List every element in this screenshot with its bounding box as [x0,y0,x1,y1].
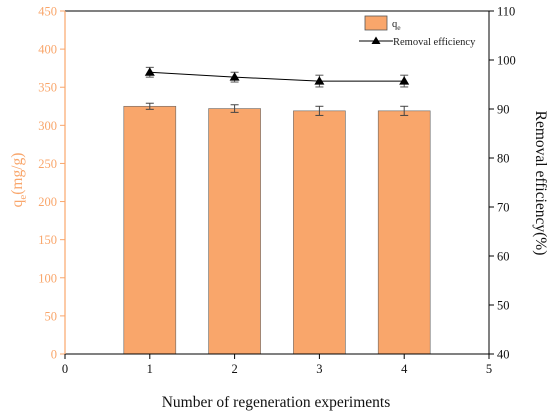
y-right-tick-label: 60 [497,250,510,264]
bars-layer [123,102,431,355]
x-axis-title: Number of regeneration experiments [162,394,391,411]
bar-1 [123,105,177,355]
bar-3 [293,110,346,355]
ticks-layer: 0501001502002503003504004504050607080901… [38,5,516,377]
x-tick-label: 3 [316,362,322,376]
efficiency-line [149,71,405,82]
y-left-tick-label: 300 [38,119,57,133]
y-right-tick-label: 100 [497,54,516,68]
legend-line-label: Removal efficiency [393,37,476,48]
line-layer [144,66,410,88]
bar-error-1 [145,102,154,110]
legend-line-marker [371,36,381,44]
x-tick-label: 2 [231,362,237,376]
y-left-tick-label: 400 [38,43,57,57]
legend-bar-label: qe [392,19,401,32]
axes-layer [64,10,490,355]
y-axis-right-title: Removal efficiency(%) [532,111,549,256]
bar-4 [377,110,431,355]
y-left-tick-label: 350 [38,81,57,95]
y-right-tick-label: 50 [497,299,510,313]
y-left-tick-label: 50 [45,309,58,323]
legend-bar-swatch [364,15,388,31]
legend: qe Removal efficiency [359,15,476,48]
y-left-tick-label: 200 [38,195,57,209]
y-axis-left-title: qe(mg/g) [9,153,29,208]
x-tick-label: 5 [486,362,492,376]
x-tick-label: 4 [401,362,408,376]
x-tick-label: 1 [147,362,153,376]
bar-2 [208,108,261,355]
y-left-tick-label: 450 [38,5,57,19]
y-right-tick-label: 40 [497,348,510,362]
y-left-tick-label: 150 [38,233,57,247]
efficiency-point-1 [144,67,155,76]
x-tick-label: 0 [62,362,68,376]
y-right-tick-label: 110 [497,5,515,19]
bar-error-3 [315,105,324,116]
y-left-tick-label: 100 [38,271,57,285]
efficiency-point-3 [314,76,325,85]
efficiency-point-4 [399,76,410,85]
y-right-tick-label: 80 [497,152,510,166]
efficiency-point-2 [229,72,240,81]
y-right-tick-label: 90 [497,103,510,117]
bar-error-4 [400,105,409,116]
bar-error-2 [230,104,239,113]
y-left-tick-label: 0 [51,348,57,362]
y-left-tick-label: 250 [38,157,57,171]
y-right-tick-label: 70 [497,201,510,215]
